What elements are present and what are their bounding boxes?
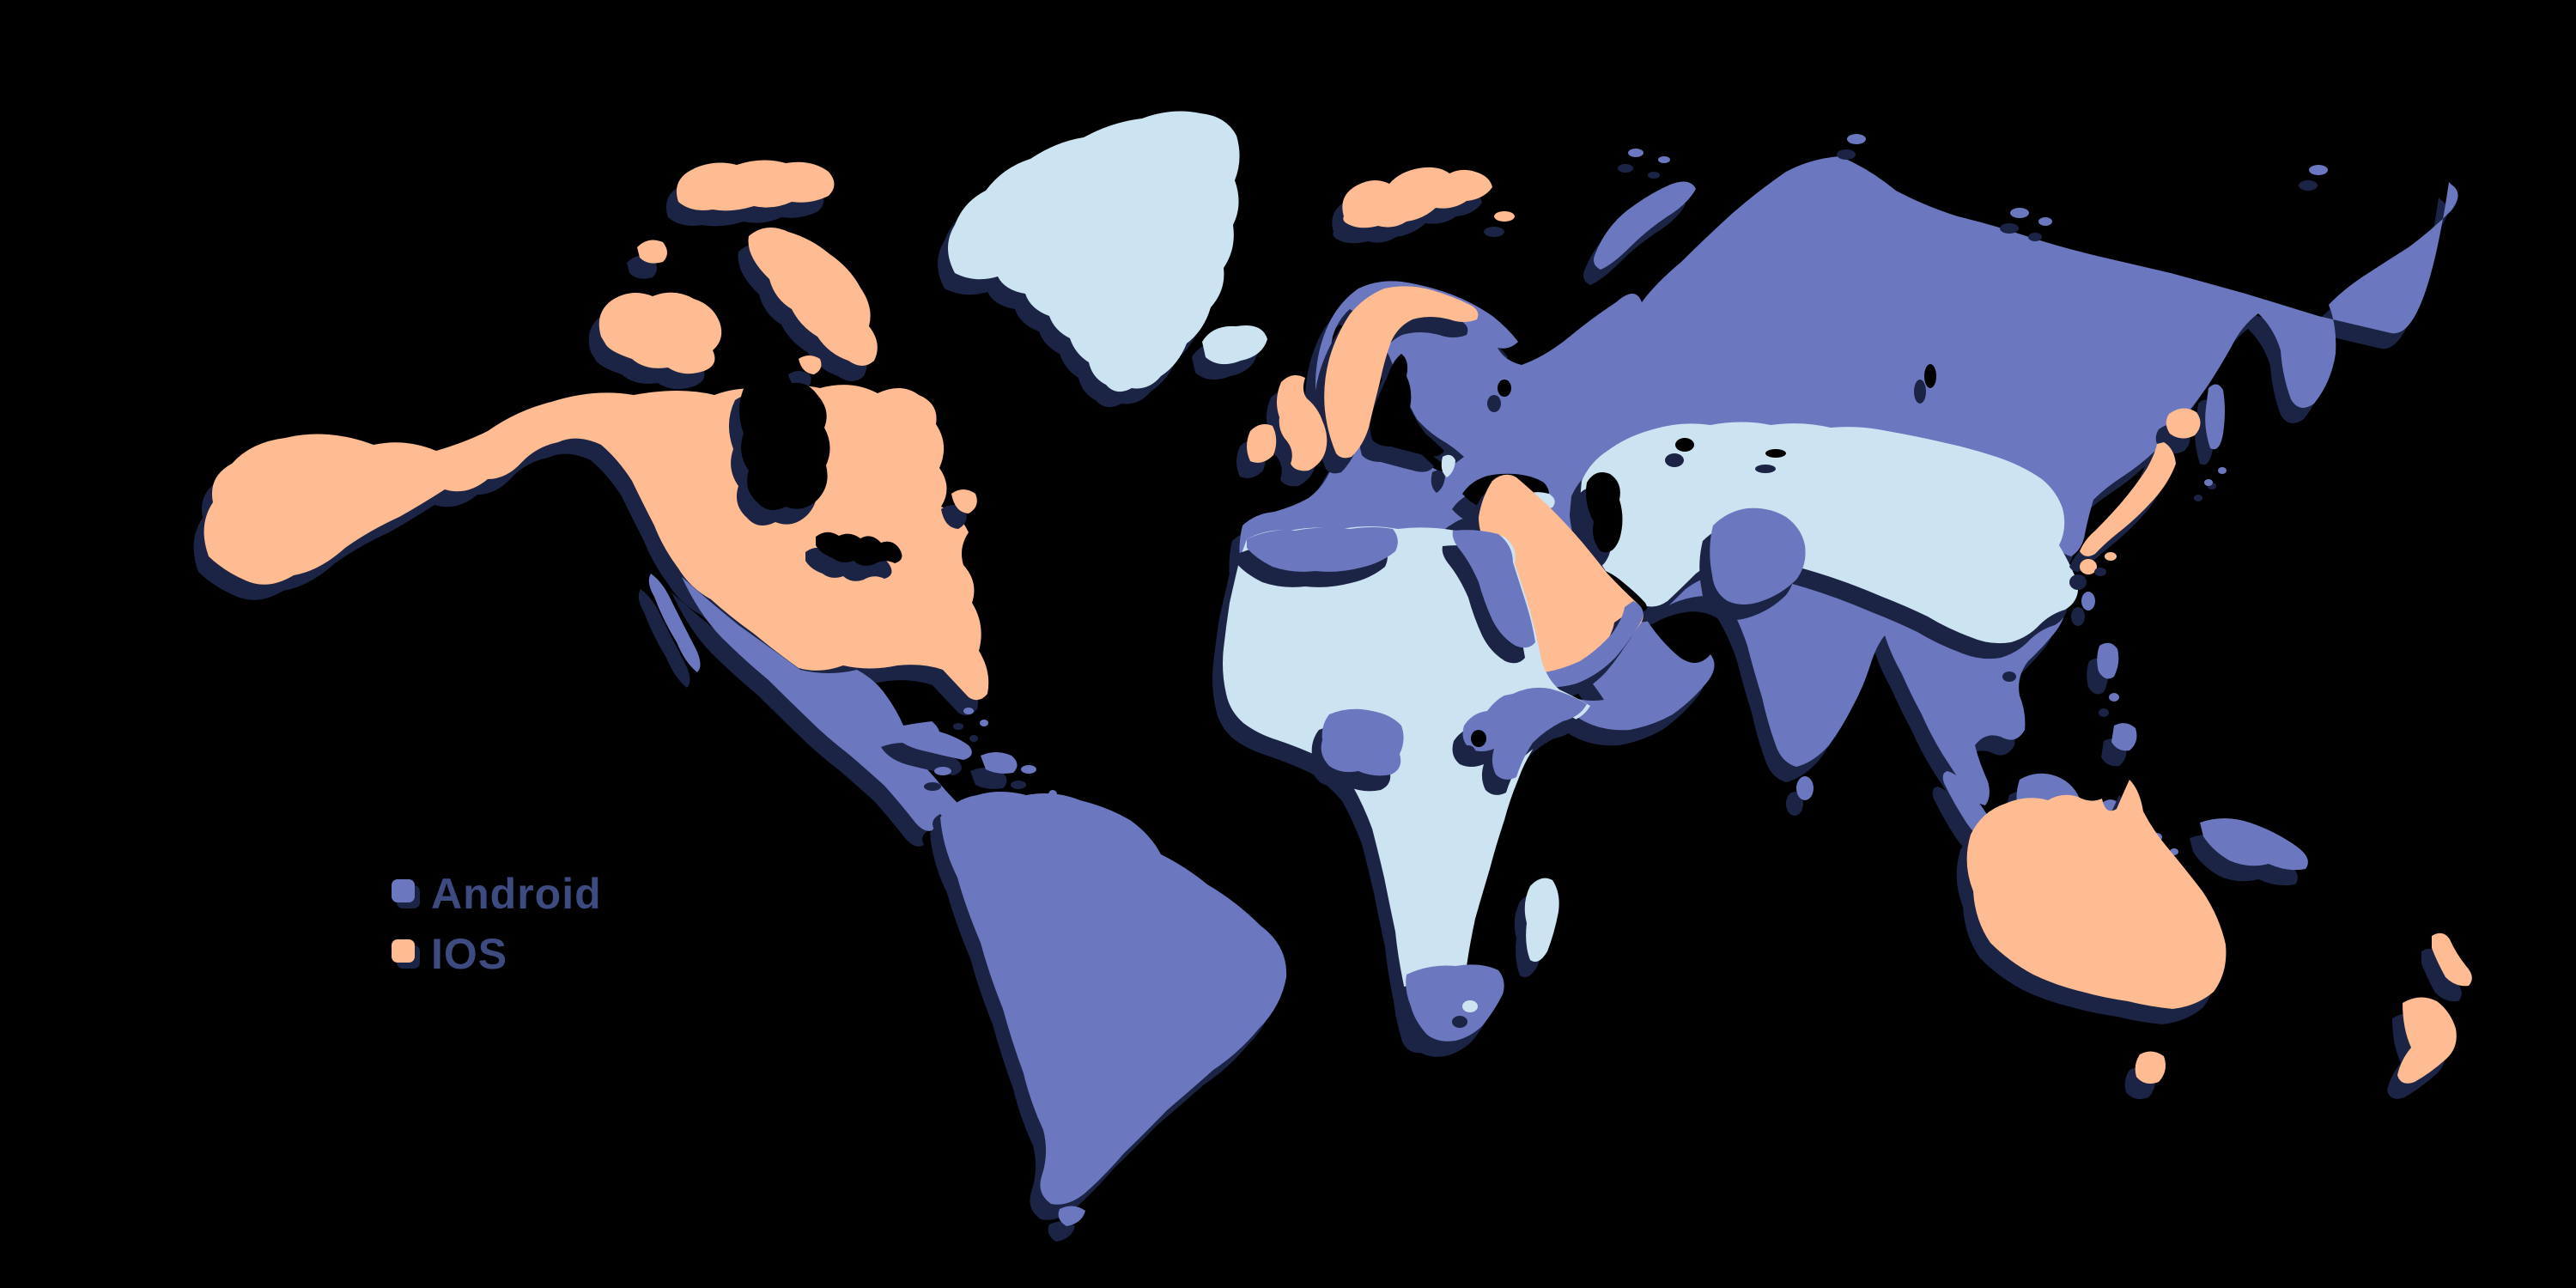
lake-baikal: [1924, 364, 1936, 388]
region-severnaya-zemlya: [1847, 134, 1866, 144]
region-greenland: [948, 111, 1240, 392]
region-iceland: [1202, 325, 1267, 365]
region-new-zealand-north: [2432, 933, 2472, 987]
region-new-siberian-1: [2010, 208, 2029, 218]
legend-item-android: Android: [392, 870, 602, 918]
region-japan-hokkaido: [2166, 408, 2201, 439]
region-lesotho: [1462, 1000, 1478, 1012]
hudson-bay: [738, 378, 830, 510]
legend-label-android: Android: [431, 870, 602, 918]
region-new-siberian-2: [2038, 217, 2052, 226]
region-moldova-sliver: [1441, 454, 1455, 477]
region-banks-victoria-islands: [598, 292, 722, 374]
region-philippines-visayas: [2109, 693, 2119, 702]
region-south-africa: [1406, 964, 1504, 1042]
region-japan-kyushu: [2080, 559, 2097, 574]
region-norway: [1324, 286, 1479, 459]
legend-swatch-ios: [392, 939, 415, 963]
baltic-sea: [1370, 354, 1444, 457]
region-wrangel: [2309, 165, 2328, 175]
region-south-america: [940, 792, 1287, 1205]
region-great-britain: [1276, 374, 1327, 471]
region-philippines-luzon: [2097, 642, 2119, 679]
lake-victoria: [1471, 730, 1486, 747]
region-svalbard-island-2: [1494, 211, 1515, 222]
region-north-america: [204, 160, 989, 701]
region-sri-lanka: [1796, 776, 1814, 800]
caspian-sea: [1586, 471, 1623, 553]
region-new-guinea: [2200, 818, 2308, 871]
region-afghanistan-pakistan: [1710, 507, 1806, 605]
region-arctic-island-small: [637, 240, 667, 264]
region-hainan: [2013, 656, 2026, 666]
region-newfoundland: [951, 489, 977, 513]
region-bahamas-1: [963, 708, 974, 714]
legend-label-ios: IOS: [431, 930, 507, 978]
region-southampton-island: [799, 355, 822, 374]
aral-sea: [1675, 438, 1694, 452]
region-new-zealand-south: [2397, 997, 2457, 1084]
lake-balkhash: [1765, 449, 1786, 458]
region-horn-kenya-uganda: [1462, 687, 1587, 780]
region-ireland: [1247, 424, 1277, 463]
region-iran-central-asia-china: [1580, 422, 2079, 644]
region-australia: [1966, 780, 2227, 1009]
region-mexico-central-america: [682, 577, 965, 831]
region-cuba: [891, 726, 972, 760]
region-kuril-2: [2204, 479, 2213, 486]
region-kuril-1: [2218, 467, 2227, 474]
region-sakhalin: [2205, 384, 2225, 450]
region-ellesmere-island: [676, 160, 835, 211]
region-svalbard: [1342, 167, 1492, 228]
region-puerto-rico: [1021, 765, 1036, 774]
region-franz-josef-1: [1628, 149, 1643, 157]
region-taiwan: [2081, 592, 2095, 611]
region-jamaica: [934, 767, 951, 775]
region-nigeria-gulf-of-guinea: [1321, 708, 1404, 776]
region-novaya-zemlya: [1594, 181, 1696, 270]
region-baffin-island: [748, 228, 878, 366]
legend-swatch-android: [392, 879, 415, 902]
region-hispaniola: [981, 752, 1018, 774]
legend-item-ios: IOS: [392, 930, 507, 978]
region-philippines-mindanao: [2111, 723, 2137, 751]
region-japan-honshu: [2080, 442, 2176, 556]
legend: Android IOS: [392, 870, 602, 978]
region-madagascar: [1524, 878, 1559, 963]
region-maghreb: [1247, 527, 1398, 572]
region-tierra-del-fuego: [1058, 1206, 1085, 1226]
great-lakes: [816, 532, 902, 566]
region-latin-america: [648, 574, 1287, 1226]
region-bahamas-2: [980, 720, 988, 726]
lake-ladoga: [1498, 380, 1511, 397]
region-baja-california: [648, 574, 701, 672]
region-franz-josef-2: [1658, 156, 1670, 163]
region-tasmania: [2135, 1051, 2166, 1084]
region-egypt: [1452, 530, 1535, 648]
region-japan-shikoku: [2105, 552, 2117, 561]
region-africa: [1223, 526, 1590, 1038]
